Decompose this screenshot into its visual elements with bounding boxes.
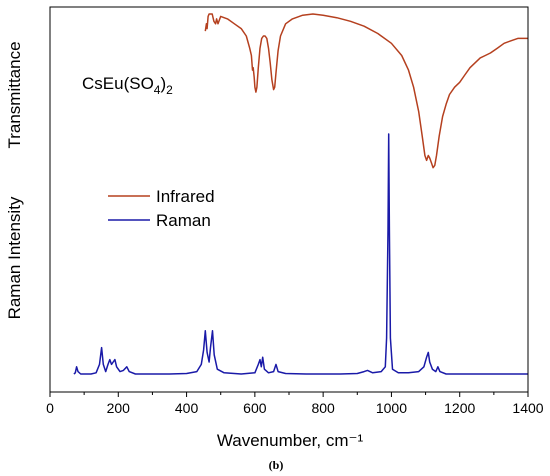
x-tick-label: 800 [311, 400, 335, 416]
plot-lines [73, 13, 528, 375]
x-tick-label: 600 [243, 400, 267, 416]
legend-label-raman: Raman [156, 211, 211, 230]
x-tick-label: 1200 [444, 400, 475, 416]
legend-label-infrared: Infrared [156, 187, 215, 206]
x-axis-label: Wavenumber, cm⁻¹ [217, 431, 364, 450]
y-axis-label-raman-intensity: Raman Intensity [5, 196, 24, 319]
plot-frame [49, 6, 529, 393]
x-tick-label: 1400 [512, 400, 543, 416]
x-tick-label: 400 [175, 400, 199, 416]
figure-caption: (b) [269, 458, 284, 472]
compound-formula: CsEu(SO4)2 [82, 74, 173, 97]
x-tick-label: 0 [46, 400, 54, 416]
x-tick-label: 1000 [376, 400, 407, 416]
axes: 0 200 400 600 800 1000 1200 1400 [46, 6, 544, 416]
x-tick-label: 200 [107, 400, 131, 416]
y-axis-label-transmittance: Transmittance [5, 41, 24, 148]
series-line-infrared [204, 13, 528, 169]
series-line-raman [73, 133, 528, 375]
legend: Infrared Raman [108, 187, 215, 230]
